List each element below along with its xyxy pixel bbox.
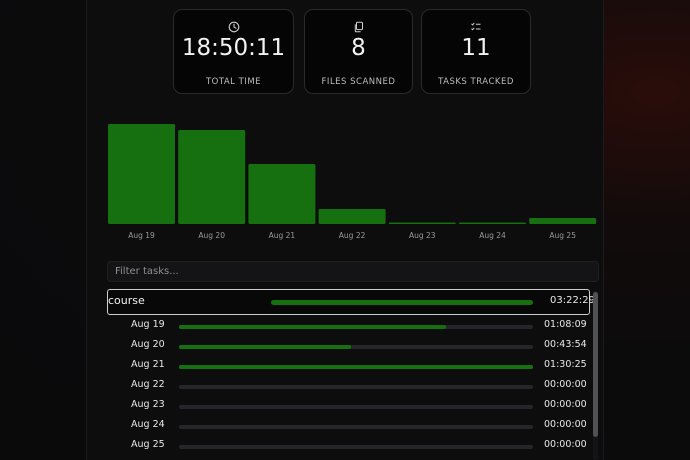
day-row: Aug 22 00:00:00 [107, 376, 590, 396]
checklist-icon [422, 21, 530, 33]
day-time: 00:00:00 [544, 379, 587, 390]
day-progress-track [179, 425, 533, 429]
stat-card-tasks-tracked: 11 TASKS TRACKED [421, 9, 531, 94]
day-time: 01:30:25 [544, 359, 587, 370]
clock-icon [174, 21, 293, 33]
day-time: 00:00:00 [544, 419, 587, 430]
task-progress-bar [271, 300, 533, 305]
day-time: 00:00:00 [544, 399, 587, 410]
total-time-label: TOTAL TIME [205, 77, 262, 87]
total-time-value: 18:50:11 [181, 35, 286, 61]
day-progress-track [179, 445, 533, 449]
day-row: Aug 19 01:08:09 [107, 316, 590, 336]
day-row: Aug 23 00:00:00 [107, 396, 590, 416]
task-name: course [108, 294, 145, 307]
day-date: Aug 19 [131, 319, 165, 330]
day-date: Aug 20 [131, 339, 165, 350]
day-row: Aug 24 00:00:00 [107, 416, 590, 436]
day-progress-fill [179, 325, 446, 329]
tasks-tracked-label: TASKS TRACKED [438, 77, 514, 87]
day-progress-track [179, 405, 533, 409]
day-time: 00:00:00 [544, 439, 587, 450]
day-progress-track [179, 385, 533, 389]
day-date: Aug 24 [131, 419, 165, 430]
filter-tasks-input[interactable] [107, 261, 599, 282]
tasks-tracked-value: 11 [461, 35, 491, 61]
task-list-scrollbar-thumb[interactable] [593, 292, 598, 437]
day-progress-fill [179, 345, 352, 349]
files-scanned-value: 8 [351, 35, 366, 61]
day-progress-track [179, 365, 533, 369]
day-row: Aug 21 01:30:25 [107, 356, 590, 376]
day-time: 00:43:54 [544, 339, 587, 350]
stat-card-files-scanned: 8 FILES SCANNED [304, 9, 413, 94]
day-date: Aug 23 [131, 399, 165, 410]
day-row: Aug 20 00:43:54 [107, 336, 590, 356]
files-scanned-label: FILES SCANNED [321, 77, 396, 87]
day-progress-track [179, 325, 533, 329]
day-progress-track [179, 345, 533, 349]
task-total-time: 03:22:29 [550, 295, 595, 306]
task-row-course[interactable]: course 03:22:29 [107, 289, 595, 315]
day-date: Aug 21 [131, 359, 165, 370]
day-date: Aug 22 [131, 379, 165, 390]
files-icon [305, 21, 412, 33]
day-date: Aug 25 [131, 439, 165, 450]
day-progress-fill [179, 365, 533, 369]
day-row: Aug 25 00:00:00 [107, 436, 590, 456]
stat-card-total-time: 18:50:11 TOTAL TIME [173, 9, 294, 94]
day-time: 01:08:09 [544, 319, 587, 330]
